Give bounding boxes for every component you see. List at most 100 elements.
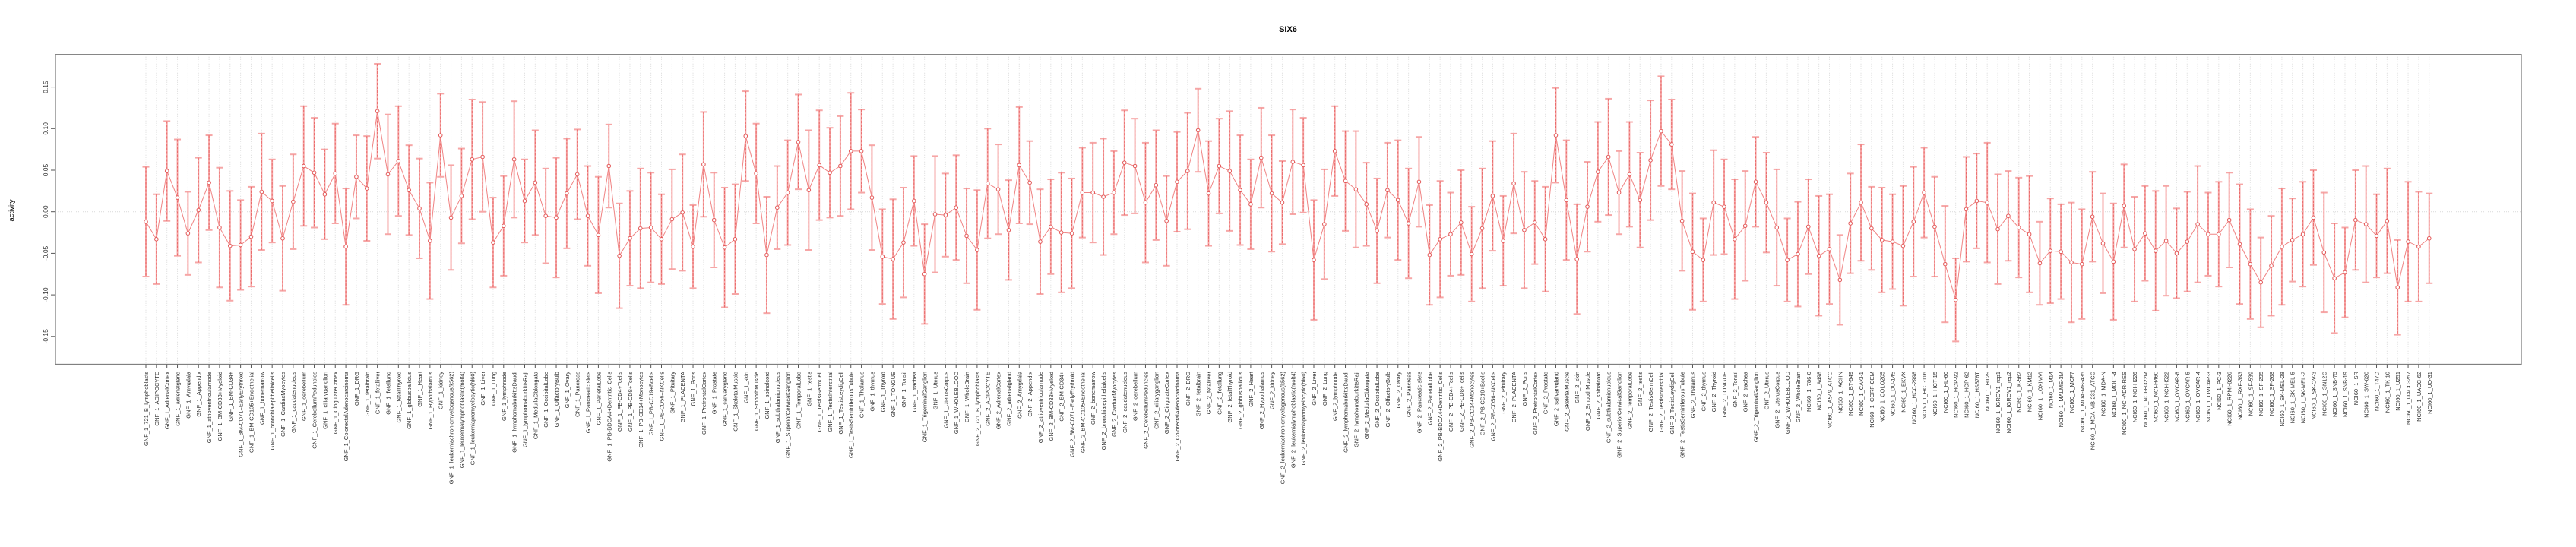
x-tick-label: GNF_2_PrefrontalCortex xyxy=(1532,372,1539,435)
data-marker xyxy=(2016,225,2021,230)
data-marker xyxy=(1406,221,1411,226)
x-tick-label: GNF_1_bonemarrow xyxy=(258,371,265,425)
data-marker xyxy=(1879,238,1885,242)
data-marker xyxy=(1522,227,1527,232)
x-tick-label: GNF_2_Prostate xyxy=(1543,372,1549,414)
x-tick-label: NCI60_1_SF-268 xyxy=(2268,372,2275,416)
data-marker xyxy=(1742,223,1748,229)
x-tick-label: GNF_2_ADIPOCYTE xyxy=(985,372,992,426)
data-marker xyxy=(2027,232,2032,237)
x-tick-label: GNF_1_CingulateCortex xyxy=(332,372,339,434)
data-marker xyxy=(680,210,685,215)
data-marker xyxy=(2343,270,2347,275)
x-tick-label: GNF_2_WholeBrain xyxy=(1795,372,1802,422)
x-tick-label: GNF_1_spinalcord xyxy=(764,372,771,419)
data-marker xyxy=(754,171,758,176)
data-marker xyxy=(1490,194,1495,198)
x-tick-label: NCI60_1_EKVX xyxy=(1900,372,1907,413)
x-tick-label: GNF_2_721_B_lymphoblasts xyxy=(974,372,981,446)
x-tick-label: GNF_2_CardiacMyocytes xyxy=(1111,372,1118,437)
data-marker xyxy=(648,225,653,230)
data-marker xyxy=(2037,261,2043,266)
data-marker xyxy=(1985,200,1989,205)
data-marker xyxy=(196,207,201,213)
data-marker xyxy=(144,220,148,224)
x-tick-label: NCI60_1_UACC-257 xyxy=(2405,372,2412,425)
data-marker xyxy=(1427,252,1432,258)
data-marker xyxy=(701,162,706,167)
x-tick-label: GNF_1_PB-CD19+Bcells xyxy=(648,372,655,436)
x-tick-label: GNF_2_Pituitary xyxy=(1500,372,1507,414)
data-marker xyxy=(954,205,959,210)
x-tick-label: GNF_1_BM-CD71+EarlyErythroid xyxy=(238,372,245,457)
x-tick-label: GNF_2_cerebellum xyxy=(1132,372,1139,421)
data-marker xyxy=(354,174,359,179)
data-marker xyxy=(1564,198,1569,203)
data-marker xyxy=(2163,239,2169,243)
data-marker xyxy=(501,223,506,229)
data-marker xyxy=(638,226,643,231)
x-tick-label: NCI60_1_UACC-62 xyxy=(2416,372,2423,422)
data-marker xyxy=(459,194,464,198)
y-tick-label: 0.05 xyxy=(42,163,49,176)
data-marker xyxy=(891,257,895,261)
x-tick-label: GNF_2_TONGUE xyxy=(1721,372,1728,417)
data-marker xyxy=(1122,160,1127,165)
data-marker xyxy=(1638,198,1643,203)
x-tick-label: GNF_2_UterusCorpus xyxy=(1774,372,1780,428)
data-marker xyxy=(2132,247,2137,251)
x-tick-label: GNF_2_leukemialymphoblastic(molt4) xyxy=(1290,372,1296,469)
data-marker xyxy=(238,242,243,248)
y-tick-label: -0.15 xyxy=(42,329,49,344)
x-tick-label: GNF_1_CardiacMyocytes xyxy=(280,372,286,437)
x-tick-label: NCI60_1_OVCAR-3 xyxy=(2205,372,2212,422)
x-tick-label: NCI60_1_HCT-116 xyxy=(1921,372,1928,419)
x-tick-label: GNF_2_WHOLEBLOOD xyxy=(1784,371,1791,434)
x-tick-label: GNF_2_fetalbrain xyxy=(1195,372,1202,416)
x-tick-label: GNF_2_Uterus xyxy=(1763,372,1770,410)
data-marker xyxy=(817,163,821,168)
x-tick-label: GNF_2_BM-CD33+Myeloid xyxy=(1048,372,1055,441)
data-marker xyxy=(333,171,338,176)
x-tick-label: GNF_2_bonemarrow xyxy=(1090,371,1097,425)
x-tick-label: GNF_1_OccipitalLobe xyxy=(543,372,549,428)
data-marker xyxy=(2100,241,2106,246)
x-tick-label: NCI60_1_PC-3 xyxy=(2216,372,2223,410)
data-marker xyxy=(1185,169,1190,173)
x-tick-label: NCI60_1_ACHN xyxy=(1837,372,1843,413)
data-marker xyxy=(1395,198,1400,203)
data-marker xyxy=(796,140,801,144)
data-marker xyxy=(880,254,885,259)
x-tick-label: GNF_2_Tonsil xyxy=(1732,372,1739,408)
data-marker xyxy=(1258,155,1264,160)
data-marker xyxy=(1027,180,1032,185)
y-tick-label: -0.05 xyxy=(42,245,49,261)
x-tick-label: GNF_2_ColorectalAdenocarcinoma xyxy=(1174,371,1181,461)
data-marker xyxy=(2353,217,2358,223)
data-marker xyxy=(617,253,622,258)
x-tick-label: GNF_2_SkeletalMuscle xyxy=(1563,372,1570,432)
x-tick-label: NCI60_1_SF-539 xyxy=(2247,372,2254,416)
data-marker xyxy=(2321,250,2327,255)
data-marker xyxy=(207,180,211,185)
x-tick-label: GNF_2_fetallung xyxy=(1216,372,1223,415)
x-tick-label: GNF_2_DRG xyxy=(1185,372,1191,406)
x-tick-label: GNF_1_MedullaOblongata xyxy=(532,371,539,439)
x-tick-label: GNF_2_lymphnode xyxy=(1332,372,1339,421)
x-tick-label: NCI60_1_MDA-N xyxy=(2100,372,2107,416)
data-marker xyxy=(2080,261,2084,267)
data-marker xyxy=(1290,160,1296,164)
data-marker xyxy=(1280,200,1285,205)
data-marker xyxy=(1574,257,1579,261)
x-tick-label: NCI60_1_NCI-H226 xyxy=(2131,372,2138,422)
data-marker xyxy=(1659,128,1663,134)
x-tick-label: NCI60_1_MDA-MB-435 xyxy=(2079,372,2086,432)
x-tick-label: NCI60_1_IGROV1_rep2 xyxy=(2005,372,2012,433)
x-tick-label: GNF_1_fetallung xyxy=(385,372,391,415)
data-marker xyxy=(175,195,180,200)
data-marker xyxy=(1301,163,1305,168)
data-marker xyxy=(396,159,401,163)
x-tick-label: GNF_2_CerebellumPeduncles xyxy=(1142,372,1149,449)
data-marker xyxy=(2332,276,2337,281)
